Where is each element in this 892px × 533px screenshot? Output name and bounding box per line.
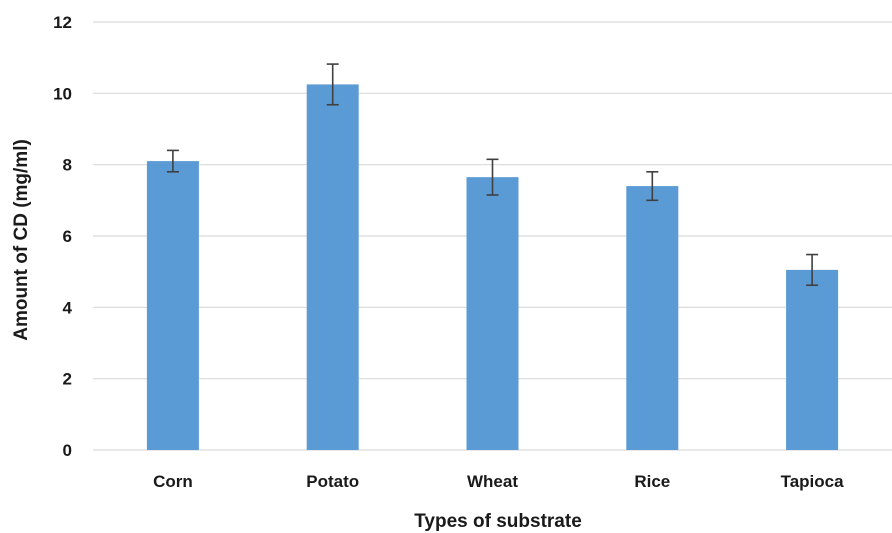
bar-rice [626,186,679,451]
error-bar-wheat [486,158,499,196]
x-axis-ticks: Corn Potato Wheat Rice Tapioca [153,472,844,491]
x-tick-label: Wheat [467,472,518,491]
y-tick-label: 12 [53,13,72,32]
y-tick-label: 2 [63,370,72,389]
y-tick-label: 8 [63,156,72,175]
x-tick-label: Rice [634,472,670,491]
y-tick-label: 6 [63,227,72,246]
bar-corn [146,161,199,450]
x-axis-title: Types of substrate [414,511,582,532]
x-tick-label: Potato [306,472,359,491]
x-tick-label: Corn [153,472,193,491]
error-bar-corn [166,149,179,173]
error-bar-rice [646,171,659,202]
x-tick-label: Tapioca [781,472,845,491]
error-bar-potato [326,63,339,106]
bars [146,84,839,451]
y-tick-label: 0 [63,441,72,460]
y-axis-title: Amount of CD (mg/ml) [11,139,32,341]
bar-tapioca [786,269,839,450]
bar-potato [306,84,359,451]
bar-wheat [466,177,519,450]
y-axis-ticks: 0 2 4 6 8 10 12 [53,13,72,460]
y-tick-label: 10 [53,84,72,103]
y-tick-label: 4 [63,298,73,317]
error-bars [166,63,819,287]
error-bar-tapioca [806,253,819,287]
